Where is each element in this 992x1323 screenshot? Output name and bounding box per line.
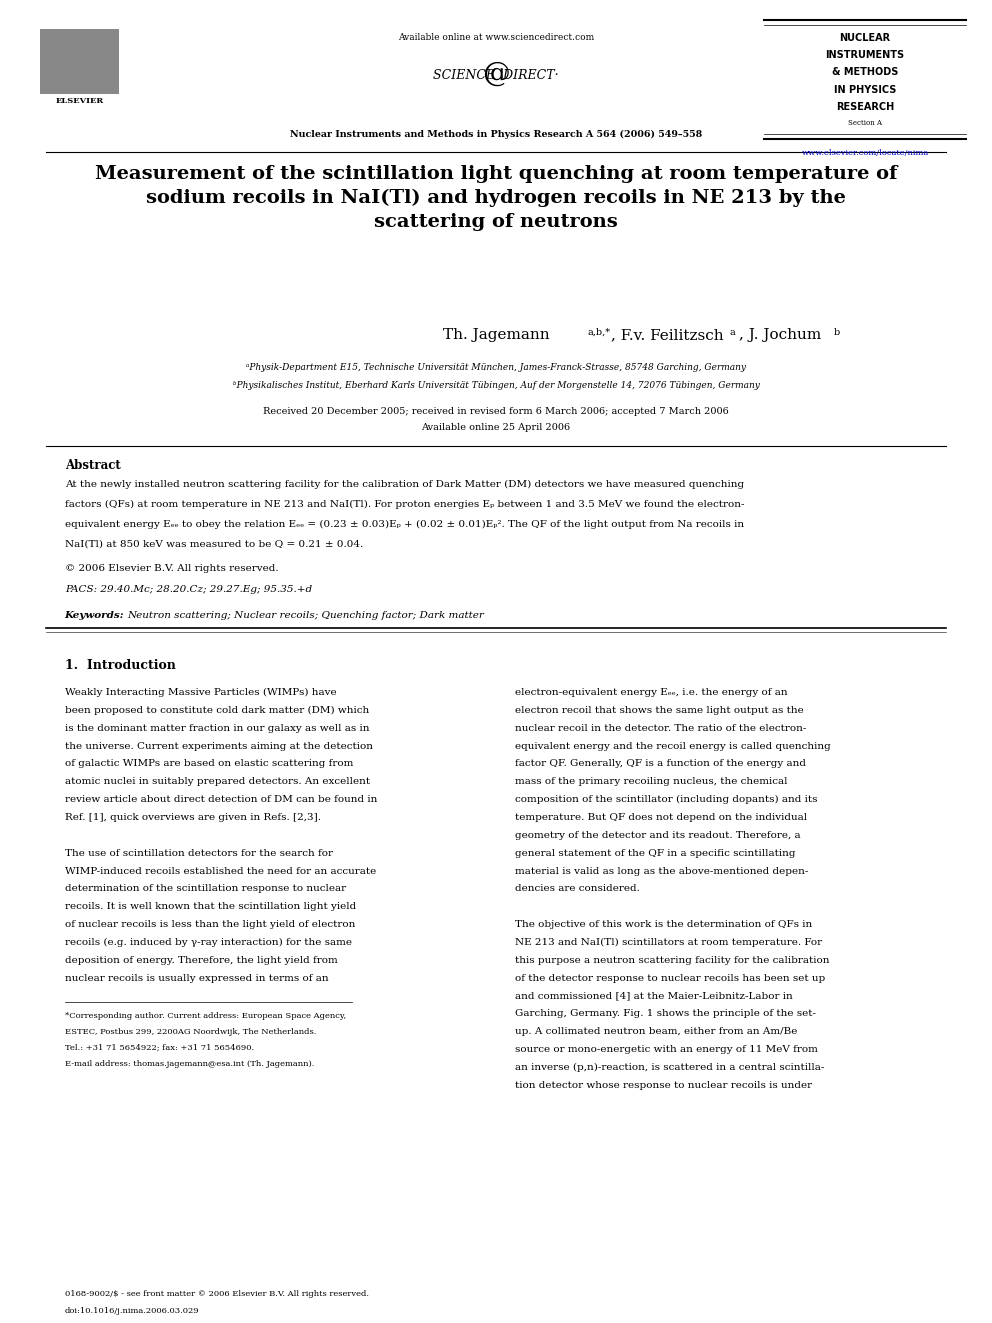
Text: electron recoil that shows the same light output as the: electron recoil that shows the same ligh…	[515, 706, 804, 714]
Text: equivalent energy and the recoil energy is called quenching: equivalent energy and the recoil energy …	[515, 741, 831, 750]
Text: Th. Jagemann: Th. Jagemann	[442, 328, 550, 343]
Text: doi:10.1016/j.nima.2006.03.029: doi:10.1016/j.nima.2006.03.029	[64, 1307, 199, 1315]
Text: an inverse (p,n)-reaction, is scattered in a central scintilla-: an inverse (p,n)-reaction, is scattered …	[515, 1064, 824, 1072]
Text: WIMP-induced recoils established the need for an accurate: WIMP-induced recoils established the nee…	[64, 867, 376, 876]
Text: Weakly Interacting Massive Particles (WIMPs) have: Weakly Interacting Massive Particles (WI…	[64, 688, 336, 697]
Text: Available online 25 April 2006: Available online 25 April 2006	[422, 423, 570, 433]
Text: www.elsevier.com/locate/nima: www.elsevier.com/locate/nima	[802, 149, 929, 157]
Text: this purpose a neutron scattering facility for the calibration: this purpose a neutron scattering facili…	[515, 955, 829, 964]
Text: Measurement of the scintillation light quenching at room temperature of
sodium r: Measurement of the scintillation light q…	[95, 165, 897, 232]
Text: the universe. Current experiments aiming at the detection: the universe. Current experiments aiming…	[64, 741, 373, 750]
Text: ᵇPhysikalisches Institut, Eberhard Karls Universität Tübingen, Auf der Morgenste: ᵇPhysikalisches Institut, Eberhard Karls…	[232, 381, 760, 390]
Text: 0168-9002/$ - see front matter © 2006 Elsevier B.V. All rights reserved.: 0168-9002/$ - see front matter © 2006 El…	[64, 1290, 369, 1298]
Text: b: b	[833, 328, 839, 337]
Text: of nuclear recoils is less than the light yield of electron: of nuclear recoils is less than the ligh…	[64, 921, 355, 929]
Text: Available online at www.sciencedirect.com: Available online at www.sciencedirect.co…	[398, 33, 594, 42]
Text: mass of the primary recoiling nucleus, the chemical: mass of the primary recoiling nucleus, t…	[515, 778, 788, 786]
Bar	[40, 29, 119, 94]
Text: general statement of the QF in a specific scintillating: general statement of the QF in a specifi…	[515, 849, 796, 857]
Text: a: a	[730, 328, 736, 337]
Text: nuclear recoils is usually expressed in terms of an: nuclear recoils is usually expressed in …	[64, 974, 328, 983]
Text: Ref. [1], quick overviews are given in Refs. [2,3].: Ref. [1], quick overviews are given in R…	[64, 812, 320, 822]
Text: temperature. But QF does not depend on the individual: temperature. But QF does not depend on t…	[515, 812, 807, 822]
Text: The objective of this work is the determination of QFs in: The objective of this work is the determ…	[515, 921, 812, 929]
Text: geometry of the detector and its readout. Therefore, a: geometry of the detector and its readout…	[515, 831, 801, 840]
Text: , J. Jochum: , J. Jochum	[739, 328, 821, 343]
Text: Garching, Germany. Fig. 1 shows the principle of the set-: Garching, Germany. Fig. 1 shows the prin…	[515, 1009, 816, 1019]
Text: tion detector whose response to nuclear recoils is under: tion detector whose response to nuclear …	[515, 1081, 812, 1090]
Text: RESEARCH: RESEARCH	[836, 102, 894, 112]
Text: Keywords:: Keywords:	[64, 611, 128, 620]
Text: Nuclear Instruments and Methods in Physics Research A 564 (2006) 549–558: Nuclear Instruments and Methods in Physi…	[290, 130, 702, 139]
Text: is the dominant matter fraction in our galaxy as well as in: is the dominant matter fraction in our g…	[64, 724, 369, 733]
Text: a,b,*: a,b,*	[587, 328, 610, 337]
Text: NE 213 and NaI(Tl) scintillators at room temperature. For: NE 213 and NaI(Tl) scintillators at room…	[515, 938, 822, 947]
Text: NUCLEAR: NUCLEAR	[839, 33, 891, 44]
Text: material is valid as long as the above-mentioned depen-: material is valid as long as the above-m…	[515, 867, 808, 876]
Text: atomic nuclei in suitably prepared detectors. An excellent: atomic nuclei in suitably prepared detec…	[64, 778, 370, 786]
Text: Received 20 December 2005; received in revised form 6 March 2006; accepted 7 Mar: Received 20 December 2005; received in r…	[263, 407, 729, 417]
Text: PACS: 29.40.Mc; 28.20.Cz; 29.27.Eg; 95.35.+d: PACS: 29.40.Mc; 28.20.Cz; 29.27.Eg; 95.3…	[64, 585, 311, 594]
Text: Section A: Section A	[848, 119, 882, 127]
Text: composition of the scintillator (including dopants) and its: composition of the scintillator (includi…	[515, 795, 817, 804]
Text: © 2006 Elsevier B.V. All rights reserved.: © 2006 Elsevier B.V. All rights reserved…	[64, 564, 279, 573]
Text: 1.  Introduction: 1. Introduction	[64, 659, 176, 672]
Text: deposition of energy. Therefore, the light yield from: deposition of energy. Therefore, the lig…	[64, 955, 337, 964]
Text: NaI(Tl) at 850 keV was measured to be Q = 0.21 ± 0.04.: NaI(Tl) at 850 keV was measured to be Q …	[64, 540, 363, 549]
Text: factors (QFs) at room temperature in NE 213 and NaI(Tl). For proton energies Eₚ : factors (QFs) at room temperature in NE …	[64, 500, 744, 509]
Text: ᵃPhysik-Department E15, Technische Universität München, James-Franck-Strasse, 85: ᵃPhysik-Department E15, Technische Unive…	[246, 363, 746, 372]
Text: determination of the scintillation response to nuclear: determination of the scintillation respo…	[64, 884, 346, 893]
Text: recoils. It is well known that the scintillation light yield: recoils. It is well known that the scint…	[64, 902, 356, 912]
Text: @: @	[482, 60, 510, 86]
Text: recoils (e.g. induced by γ-ray interaction) for the same: recoils (e.g. induced by γ-ray interacti…	[64, 938, 352, 947]
Text: ELSEVIER: ELSEVIER	[56, 97, 103, 105]
Text: of galactic WIMPs are based on elastic scattering from: of galactic WIMPs are based on elastic s…	[64, 759, 353, 769]
Text: source or mono-energetic with an energy of 11 MeV from: source or mono-energetic with an energy …	[515, 1045, 818, 1054]
Text: Tel.: +31 71 5654922; fax: +31 71 5654690.: Tel.: +31 71 5654922; fax: +31 71 565469…	[64, 1044, 254, 1052]
Text: been proposed to constitute cold dark matter (DM) which: been proposed to constitute cold dark ma…	[64, 706, 369, 714]
Text: Abstract: Abstract	[64, 459, 120, 472]
Text: nuclear recoil in the detector. The ratio of the electron-: nuclear recoil in the detector. The rati…	[515, 724, 806, 733]
Text: factor QF. Generally, QF is a function of the energy and: factor QF. Generally, QF is a function o…	[515, 759, 806, 769]
Text: The use of scintillation detectors for the search for: The use of scintillation detectors for t…	[64, 849, 332, 857]
Text: & METHODS: & METHODS	[832, 67, 898, 78]
Text: review article about direct detection of DM can be found in: review article about direct detection of…	[64, 795, 377, 804]
Text: dencies are considered.: dencies are considered.	[515, 884, 640, 893]
Text: , F.v. Feilitzsch: , F.v. Feilitzsch	[611, 328, 723, 343]
Text: and commissioned [4] at the Maier-Leibnitz-Labor in: and commissioned [4] at the Maier-Leibni…	[515, 992, 793, 1000]
Text: *Corresponding author. Current address: European Space Agency,: *Corresponding author. Current address: …	[64, 1012, 346, 1020]
Text: INSTRUMENTS: INSTRUMENTS	[825, 50, 905, 61]
Text: SCIENCE  DIRECT·: SCIENCE DIRECT·	[434, 69, 558, 82]
Text: ESTEC, Postbus 299, 2200AG Noordwijk, The Netherlands.: ESTEC, Postbus 299, 2200AG Noordwijk, Th…	[64, 1028, 316, 1036]
Text: At the newly installed neutron scattering facility for the calibration of Dark M: At the newly installed neutron scatterin…	[64, 480, 744, 490]
Text: of the detector response to nuclear recoils has been set up: of the detector response to nuclear reco…	[515, 974, 825, 983]
Text: Neutron scattering; Nuclear recoils; Quenching factor; Dark matter: Neutron scattering; Nuclear recoils; Que…	[127, 611, 484, 620]
Text: IN PHYSICS: IN PHYSICS	[834, 85, 896, 95]
Text: equivalent energy Eₑₑ to obey the relation Eₑₑ = (0.23 ± 0.03)Eₚ + (0.02 ± 0.01): equivalent energy Eₑₑ to obey the relati…	[64, 520, 744, 529]
Text: electron-equivalent energy Eₑₑ, i.e. the energy of an: electron-equivalent energy Eₑₑ, i.e. the…	[515, 688, 788, 697]
Text: E-mail address: thomas.jagemann@esa.int (Th. Jagemann).: E-mail address: thomas.jagemann@esa.int …	[64, 1060, 314, 1068]
Text: up. A collimated neutron beam, either from an Am/Be: up. A collimated neutron beam, either fr…	[515, 1027, 798, 1036]
